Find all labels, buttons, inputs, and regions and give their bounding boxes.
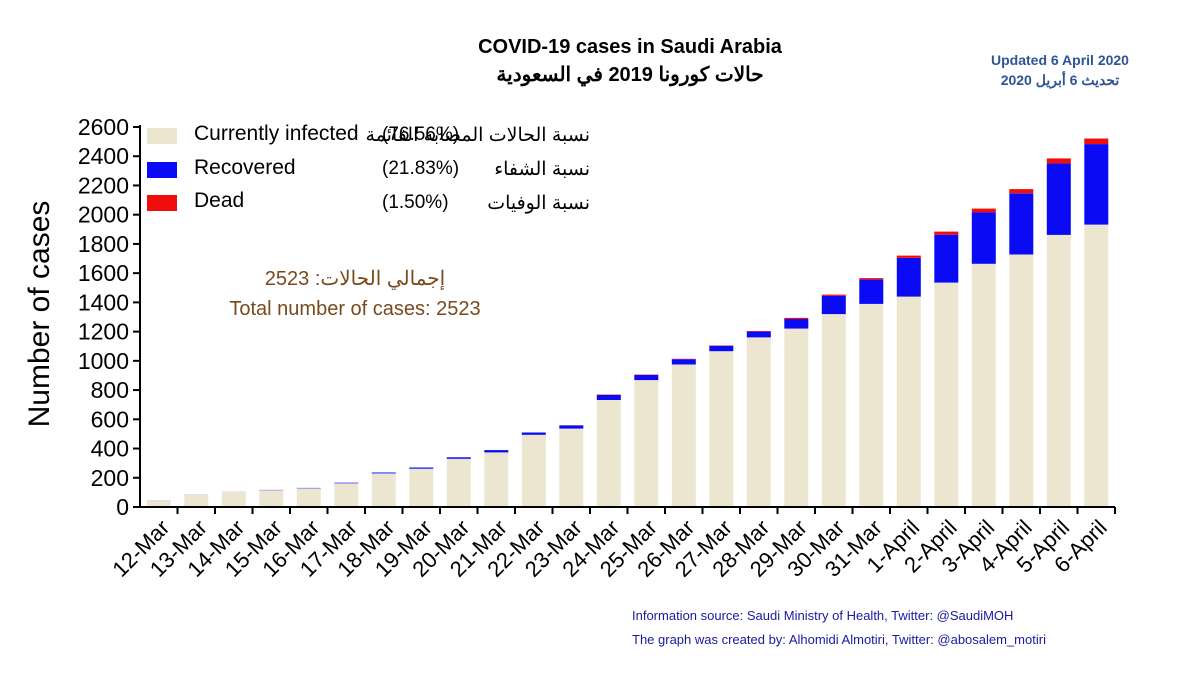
bar-dead-4-April (1009, 189, 1034, 194)
updated-date-english: Updated 6 April 2020 (991, 52, 1129, 68)
bar-currently-infected-31-Mar (859, 303, 884, 507)
bar-currently-infected-17-Mar (334, 483, 359, 507)
bar-currently-infected-19-Mar (409, 468, 434, 507)
bar-recovered-3-April (971, 212, 996, 264)
information-source: Information source: Saudi Ministry of He… (632, 608, 1014, 623)
bar-recovered-6-April (1084, 144, 1109, 225)
bar-currently-infected-6-April (1084, 224, 1109, 507)
chart-title-arabic: حالات كورونا 2019 في السعودية (496, 64, 764, 86)
bar-currently-infected-4-April (1009, 254, 1034, 507)
legend-label-currently-infected: Currently infected (194, 122, 359, 145)
y-tick-label: 200 (91, 465, 129, 491)
bar-recovered-17-Mar (334, 482, 359, 484)
updated-date-arabic: تحديث 6 أبريل 2020 (1000, 72, 1120, 88)
legend-swatch-recovered (147, 162, 177, 178)
bar-currently-infected-14-Mar (221, 492, 246, 507)
bar-currently-infected-29-Mar (784, 328, 809, 507)
total-cases-arabic: إجمالي الحالات: 2523 (264, 268, 446, 290)
bar-dead-28-Mar (746, 331, 771, 332)
bar-recovered-28-Mar (746, 331, 771, 338)
bar-recovered-23-Mar (559, 425, 584, 429)
bar-dead-3-April (971, 208, 996, 213)
bar-currently-infected-12-Mar (146, 500, 171, 507)
legend-arabic-recovered: نسبة الشفاء (494, 159, 590, 180)
y-tick-label: 2600 (78, 114, 129, 140)
bar-currently-infected-27-Mar (709, 351, 734, 507)
total-cases-english: Total number of cases: 2523 (229, 298, 481, 320)
bar-currently-infected-21-Mar (484, 452, 509, 507)
y-tick-label: 0 (116, 494, 129, 520)
legend-label-recovered: Recovered (194, 156, 296, 179)
bar-recovered-26-Mar (671, 359, 696, 365)
legend-pct-dead: (1.50%) (382, 192, 449, 213)
bar-recovered-1-April (896, 258, 921, 297)
bar-currently-infected-3-April (971, 263, 996, 507)
bar-currently-infected-30-Mar (821, 314, 846, 507)
bar-currently-infected-13-Mar (184, 494, 209, 507)
legend-arabic-dead: نسبة الوفيات (487, 193, 590, 214)
legend-swatch-currently-infected (147, 128, 177, 144)
bar-recovered-5-April (1046, 163, 1071, 235)
bar-currently-infected-23-Mar (559, 428, 584, 507)
y-tick-label: 400 (91, 436, 129, 462)
graph-credit: The graph was created by: Alhomidi Almot… (632, 632, 1046, 647)
bar-recovered-20-Mar (446, 457, 471, 459)
bar-recovered-31-Mar (859, 279, 884, 304)
legend-swatch-dead (147, 195, 177, 211)
bar-currently-infected-22-Mar (521, 434, 546, 507)
legend-pct-currently-infected: (76.56%) (382, 124, 460, 145)
bar-recovered-18-Mar (371, 472, 396, 474)
y-tick-label: 1600 (78, 260, 129, 286)
y-tick-label: 1800 (78, 231, 129, 257)
chart-title-english: COVID-19 cases in Saudi Arabia (478, 36, 782, 58)
bar-recovered-25-Mar (634, 375, 659, 381)
y-tick-label: 1000 (78, 348, 129, 374)
bar-recovered-2-April (934, 234, 959, 283)
bar-dead-1-April (896, 255, 921, 258)
y-tick-label: 1400 (78, 289, 129, 315)
bar-recovered-29-Mar (784, 319, 809, 329)
bar-recovered-21-Mar (484, 450, 509, 453)
y-tick-label: 2200 (78, 172, 129, 198)
legend-label-dead: Dead (194, 189, 245, 212)
legend-arabic-currently-infected: نسبة الحالات المصابة القائمة (365, 125, 590, 146)
y-tick-label: 2400 (78, 143, 129, 169)
bar-currently-infected-2-April (934, 282, 959, 507)
bar-dead-2-April (934, 231, 959, 235)
bar-recovered-24-Mar (596, 394, 621, 400)
bar-recovered-19-Mar (409, 467, 434, 469)
bar-currently-infected-15-Mar (259, 490, 284, 507)
bar-currently-infected-20-Mar (446, 458, 471, 507)
bar-currently-infected-25-Mar (634, 380, 659, 507)
bar-recovered-30-Mar (821, 295, 846, 315)
bar-dead-29-Mar (784, 317, 809, 320)
bar-currently-infected-16-Mar (296, 488, 321, 507)
y-axis-label: Number of cases (23, 200, 56, 428)
bar-recovered-4-April (1009, 193, 1034, 255)
bar-dead-6-April (1084, 138, 1109, 145)
bar-dead-5-April (1046, 158, 1071, 164)
bar-currently-infected-24-Mar (596, 400, 621, 507)
y-tick-label: 2000 (78, 202, 129, 228)
bar-dead-31-Mar (859, 278, 884, 280)
y-tick-label: 800 (91, 377, 129, 403)
y-tick-label: 600 (91, 406, 129, 432)
bar-recovered-27-Mar (709, 345, 734, 352)
bar-dead-30-Mar (821, 294, 846, 296)
bar-currently-infected-1-April (896, 296, 921, 507)
bar-currently-infected-18-Mar (371, 473, 396, 507)
y-tick-label: 1200 (78, 319, 129, 345)
legend-pct-recovered: (21.83%) (382, 158, 460, 179)
bar-currently-infected-26-Mar (671, 364, 696, 507)
bar-currently-infected-28-Mar (746, 337, 771, 507)
bar-currently-infected-5-April (1046, 234, 1071, 507)
bar-recovered-22-Mar (521, 432, 546, 435)
